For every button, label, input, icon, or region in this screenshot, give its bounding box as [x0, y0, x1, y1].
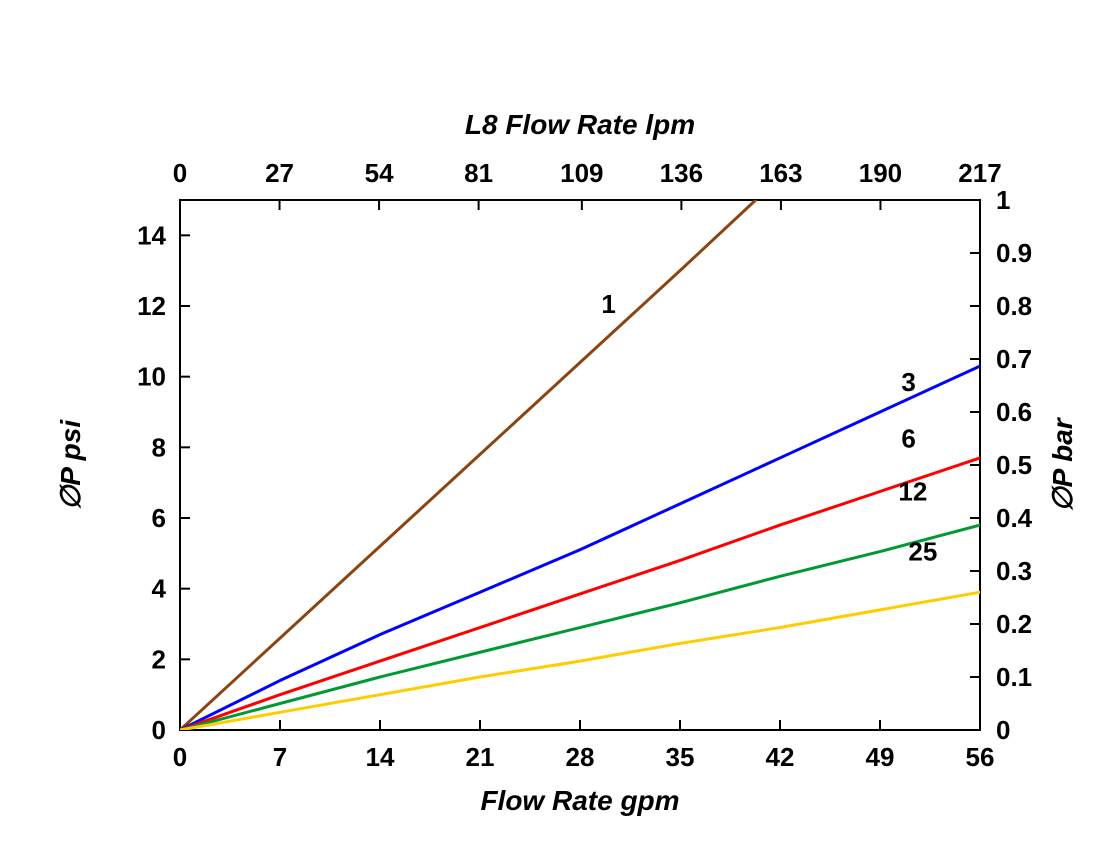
- chart-svg: 0714212835424956027548110913616319021702…: [0, 0, 1108, 866]
- tick-label-right: 0.4: [996, 503, 1033, 533]
- axis-title-right: ∅P bar: [1047, 416, 1078, 511]
- tick-label-left: 4: [152, 574, 167, 604]
- tick-label-left: 10: [137, 362, 166, 392]
- series-label-25: 25: [908, 536, 937, 566]
- tick-label-left: 8: [152, 432, 166, 462]
- tick-label-top: 163: [759, 158, 802, 188]
- tick-label-top: 54: [365, 158, 394, 188]
- tick-label-right: 0.9: [996, 238, 1032, 268]
- series-label-12: 12: [898, 476, 927, 506]
- chart-container: 0714212835424956027548110913616319021702…: [0, 0, 1108, 866]
- tick-label-bottom: 42: [766, 742, 795, 772]
- tick-label-right: 0.6: [996, 397, 1032, 427]
- tick-label-left: 6: [152, 503, 166, 533]
- axis-title-left: ∅P psi: [55, 419, 86, 510]
- tick-label-bottom: 35: [666, 742, 695, 772]
- tick-label-bottom: 49: [866, 742, 895, 772]
- tick-label-bottom: 21: [466, 742, 495, 772]
- tick-label-top: 81: [464, 158, 493, 188]
- tick-label-bottom: 0: [173, 742, 187, 772]
- tick-label-right: 0.1: [996, 662, 1032, 692]
- axis-title-bottom: Flow Rate gpm: [480, 785, 679, 816]
- tick-label-right: 1: [996, 185, 1010, 215]
- tick-label-left: 12: [137, 291, 166, 321]
- tick-label-top: 27: [265, 158, 294, 188]
- axis-title-top: L8 Flow Rate lpm: [465, 109, 695, 140]
- tick-label-top: 109: [560, 158, 603, 188]
- tick-label-bottom: 7: [273, 742, 287, 772]
- tick-label-top: 217: [958, 158, 1001, 188]
- tick-label-bottom: 14: [366, 742, 395, 772]
- tick-label-top: 0: [173, 158, 187, 188]
- tick-label-right: 0.3: [996, 556, 1032, 586]
- tick-label-left: 0: [152, 715, 166, 745]
- tick-label-right: 0: [996, 715, 1010, 745]
- tick-label-bottom: 56: [966, 742, 995, 772]
- tick-label-left: 14: [137, 220, 166, 250]
- tick-label-top: 190: [859, 158, 902, 188]
- tick-label-right: 0.8: [996, 291, 1032, 321]
- tick-label-bottom: 28: [566, 742, 595, 772]
- tick-label-right: 0.5: [996, 450, 1032, 480]
- tick-label-left: 2: [152, 644, 166, 674]
- tick-label-right: 0.2: [996, 609, 1032, 639]
- tick-label-top: 136: [660, 158, 703, 188]
- series-label-1: 1: [601, 289, 615, 319]
- series-label-6: 6: [901, 423, 915, 453]
- tick-label-right: 0.7: [996, 344, 1032, 374]
- series-label-3: 3: [901, 367, 915, 397]
